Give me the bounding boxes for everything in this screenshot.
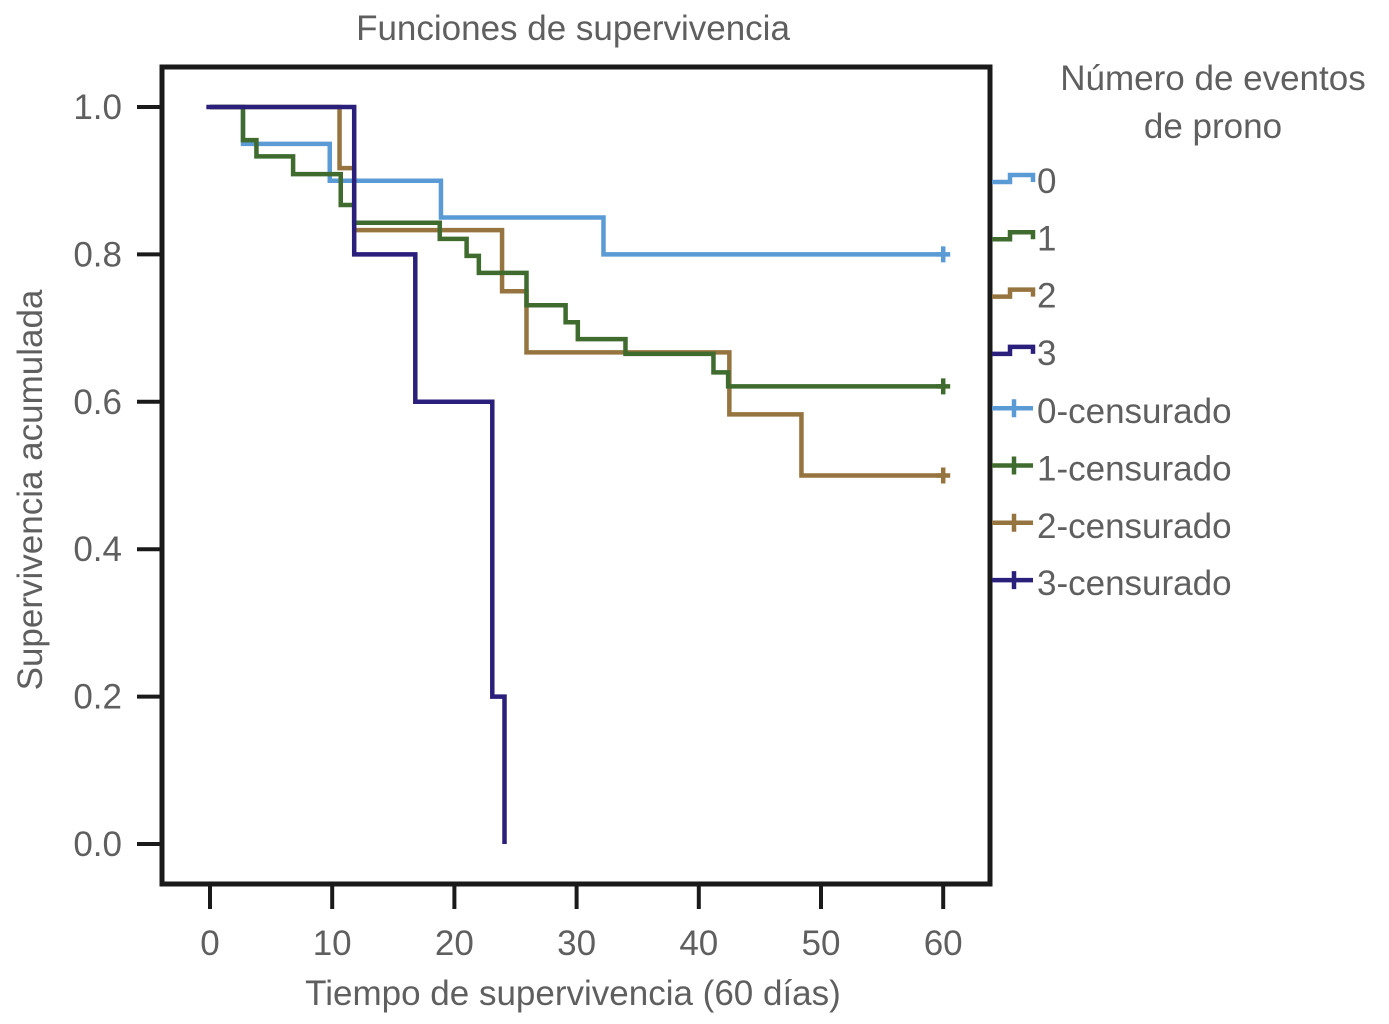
legend-step-icon-3	[992, 344, 1036, 357]
series-line-0	[210, 104, 944, 257]
x-tick-label: 30	[557, 924, 596, 963]
legend-censor-icon-2	[992, 513, 1033, 532]
x-tick-label: 50	[802, 924, 841, 963]
x-tick-label: 20	[435, 924, 474, 963]
censor-marker-2	[936, 467, 951, 484]
chart-title: Funciones de supervivencia	[356, 9, 790, 48]
legend-entry-label: 1	[1037, 219, 1056, 258]
y-tick-label: 0.2	[73, 678, 122, 717]
series-line-1	[210, 104, 944, 389]
x-tick-label: 0	[200, 924, 219, 963]
y-axis-label: Supervivencia acumulada	[11, 289, 50, 690]
x-axis: 0 10 20 30 40 50 60	[200, 884, 963, 963]
legend-entry-label: 2-censurado	[1037, 507, 1232, 546]
legend-entry-label: 3-censurado	[1037, 564, 1232, 603]
series-line-3	[206, 104, 507, 844]
legend-censor-icon-0	[992, 399, 1033, 418]
legend-title-line2: de prono	[1144, 107, 1282, 146]
legend-title-line1: Número de eventos	[1060, 59, 1365, 98]
x-tick-label: 40	[679, 924, 718, 963]
legend: Número de eventos de prono 0 1 2 3 0-censura…	[992, 59, 1366, 603]
legend-censor-icon-3	[992, 571, 1033, 590]
y-tick-label: 0.8	[73, 235, 122, 274]
legend-step-icon-1	[992, 230, 1036, 242]
x-axis-label: Tiempo de supervivencia (60 días)	[305, 974, 841, 1013]
y-tick-label: 0.4	[73, 530, 122, 569]
legend-entry-label: 0	[1037, 162, 1056, 201]
censor-marker-1	[936, 378, 951, 395]
plot-area	[206, 104, 951, 844]
series-line-2	[210, 104, 944, 478]
y-tick-label: 0.6	[73, 383, 122, 422]
y-axis: 0.0 0.2 0.4 0.6 0.8 1.0	[73, 88, 162, 864]
legend-entry-label: 1-censurado	[1037, 450, 1232, 489]
legend-step-icon-0	[992, 172, 1036, 185]
legend-entry-label: 0-censurado	[1037, 392, 1232, 431]
x-tick-label: 60	[924, 924, 963, 963]
y-tick-label: 0.0	[73, 825, 122, 864]
x-tick-label: 10	[313, 924, 352, 963]
legend-entry-label: 2	[1037, 277, 1056, 316]
legend-censor-icon-1	[992, 456, 1033, 475]
y-tick-label: 1.0	[73, 88, 122, 127]
legend-entry-label: 3	[1037, 334, 1056, 373]
censor-marker-0	[936, 246, 951, 263]
legend-step-icon-2	[992, 287, 1036, 299]
